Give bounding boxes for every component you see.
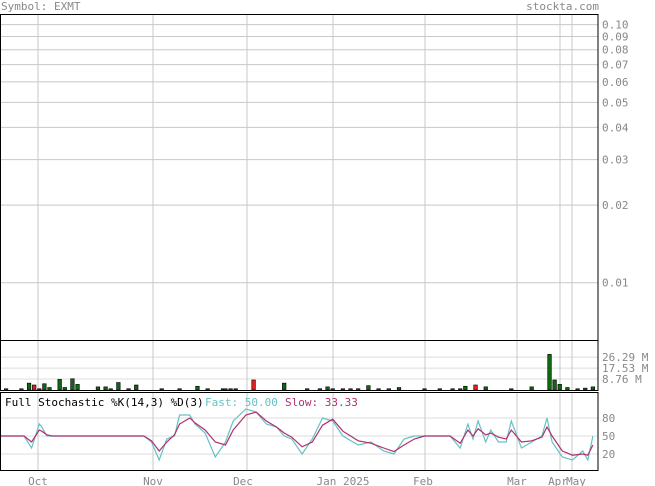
price-tick-label: 0.09 — [602, 30, 629, 43]
price-tick-label: 0.05 — [602, 96, 629, 109]
volume-bar — [396, 387, 402, 391]
x-tick-label: Nov — [143, 475, 163, 486]
volume-bar — [62, 387, 67, 391]
volume-bar — [103, 386, 108, 391]
volume-tick-label: 8.76 M — [602, 373, 642, 386]
volume-bar — [458, 388, 463, 391]
volume-bar — [134, 384, 139, 391]
volume-bar — [529, 386, 534, 391]
volume-bar — [463, 385, 468, 391]
price-tick-label: 0.08 — [602, 44, 629, 57]
volume-bar — [509, 388, 514, 391]
x-tick-label: May — [566, 475, 586, 486]
stochastic-title: Full Stochastic %K(14,3) %D(3) — [5, 396, 204, 409]
stochastic-tick-label: 20 — [602, 448, 615, 461]
volume-bar — [26, 382, 32, 391]
volume-bar — [47, 387, 52, 391]
stochastic-panel: 80 50 20 — [0, 392, 615, 471]
volume-panel: 26.29 M17.53 M8.76 M — [0, 340, 649, 391]
price-tick-label: 0.01 — [602, 277, 629, 290]
volume-bar — [37, 388, 42, 391]
volume-bar — [557, 384, 562, 391]
symbol-label: Symbol: EXMT — [1, 0, 81, 13]
slow-d-line — [1, 411, 594, 456]
volume-bar — [473, 384, 478, 391]
fast-label: Fast: 50.00 — [205, 396, 278, 409]
volume-bar — [330, 388, 335, 391]
volume-bar — [108, 388, 113, 391]
volume-frame — [0, 340, 599, 391]
price-tick-label: 0.10 — [602, 19, 629, 32]
volume-bar — [386, 388, 391, 391]
volume-bar — [437, 388, 442, 391]
volume-bar — [233, 388, 238, 391]
volume-tick-label: 17.53 M — [602, 362, 649, 375]
price-frame — [0, 14, 599, 341]
volume-bar — [228, 388, 233, 391]
volume-bar — [251, 379, 256, 391]
price-tick-label: 0.06 — [602, 76, 629, 89]
volume-bar — [75, 384, 80, 391]
x-tick-label: Apr — [548, 475, 568, 486]
volume-bar — [32, 384, 37, 391]
volume-bar — [376, 388, 381, 391]
volume-bar — [70, 378, 75, 391]
volume-tick-label: 26.29 M — [602, 351, 649, 364]
volume-bar — [126, 388, 131, 391]
volume-bar — [116, 382, 121, 391]
volume-bar — [282, 382, 287, 391]
x-tick-label: Feb — [413, 475, 433, 486]
price-tick-label: 0.04 — [602, 121, 629, 134]
x-tick-label: Oct — [28, 475, 48, 486]
volume-bar — [590, 386, 595, 391]
volume-bar — [422, 388, 427, 391]
volume-bar — [159, 388, 164, 391]
volume-bar — [450, 388, 455, 391]
volume-bar — [565, 387, 570, 391]
volume-bar — [317, 388, 323, 391]
volume-bar — [205, 388, 210, 391]
volume-bar — [57, 379, 62, 391]
site-name: stockta.com — [526, 0, 599, 13]
price-tick-label: 0.07 — [602, 59, 629, 72]
x-tick-label: Mar — [507, 475, 527, 486]
volume-bar — [583, 387, 588, 391]
volume-bar — [547, 354, 552, 391]
volume-bar — [552, 379, 557, 391]
x-tick-label: Jan 2025 — [317, 475, 370, 486]
price-tick-label: 0.02 — [602, 199, 629, 212]
x-tick-label: Dec — [233, 475, 253, 486]
price-tick-label: 0.03 — [602, 154, 629, 167]
volume-bar — [19, 388, 24, 391]
volume-bar — [305, 388, 310, 391]
stochastic-frame — [0, 392, 599, 471]
volume-bar — [95, 386, 101, 391]
price-panel: 0.100.090.08 0.07 0.06 0.05 0.04 0.03 0.02 0.01 — [0, 14, 629, 341]
stochastic-tick-label: 50 — [602, 430, 615, 443]
volume-bar — [223, 388, 228, 391]
volume-bar — [575, 388, 580, 391]
volume-bar — [325, 386, 330, 391]
volume-bar — [42, 383, 47, 391]
volume-bar — [340, 388, 345, 391]
volume-bar — [195, 385, 200, 391]
volume-bar — [366, 385, 371, 391]
fast-k-line — [1, 408, 594, 462]
volume-bar — [348, 388, 353, 391]
volume-bar — [4, 388, 9, 391]
volume-bar — [356, 388, 361, 391]
volume-bar — [483, 386, 488, 391]
slow-label: Slow: 33.33 — [285, 396, 358, 409]
stochastic-tick-label: 80 — [602, 412, 615, 425]
volume-bar — [177, 388, 182, 391]
